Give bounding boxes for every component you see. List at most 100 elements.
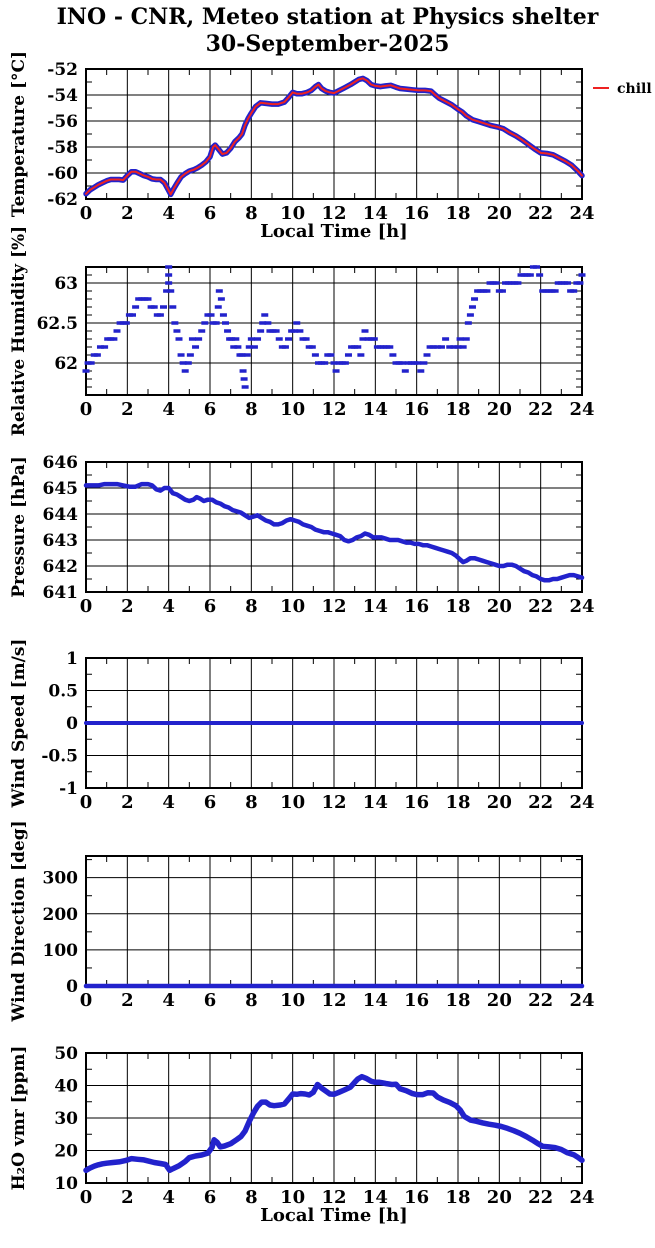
x-tick-label: 24 bbox=[569, 203, 594, 224]
y-tick-label: 300 bbox=[43, 869, 79, 889]
x-tick-label: 8 bbox=[245, 596, 258, 617]
series-h2o-vmr bbox=[83, 1073, 585, 1174]
x-tick-label: 10 bbox=[280, 596, 305, 617]
x-tick-label: 18 bbox=[445, 792, 470, 813]
x-tick-label: 20 bbox=[487, 792, 512, 813]
x-tick-label: 10 bbox=[280, 990, 305, 1011]
wind-direction-y-axis-label: Wind Direction [deg] bbox=[9, 820, 29, 1022]
x-tick-label: 8 bbox=[245, 203, 258, 224]
x-tick-label: 24 bbox=[569, 399, 594, 420]
y-tick-label: 20 bbox=[54, 1142, 78, 1162]
y-tick-label: 10 bbox=[54, 1174, 78, 1194]
x-tick-label: 10 bbox=[280, 203, 305, 224]
x-tick-label: 16 bbox=[404, 203, 429, 224]
y-tick-label: 63 bbox=[54, 274, 78, 294]
y-tick-label: 643 bbox=[43, 531, 79, 551]
grid-lines bbox=[86, 462, 582, 592]
legend-chill-label: chill bbox=[617, 81, 652, 97]
x-tick-label: 18 bbox=[445, 399, 470, 420]
x-tick-label: 2 bbox=[121, 792, 134, 813]
y-tick-label: 1 bbox=[66, 649, 78, 669]
y-tick-label: 50 bbox=[54, 1044, 78, 1064]
x-tick-label: 16 bbox=[404, 792, 429, 813]
x-tick-label: 10 bbox=[280, 1187, 305, 1208]
x-tick-label: 24 bbox=[569, 792, 594, 813]
x-tick-label: 24 bbox=[569, 990, 594, 1011]
x-tick-label: 18 bbox=[445, 203, 470, 224]
x-tick-label: 8 bbox=[245, 399, 258, 420]
x-tick-label: 14 bbox=[363, 596, 388, 617]
y-tick-label: 646 bbox=[43, 453, 79, 473]
x-tick-label: 22 bbox=[528, 1187, 553, 1208]
page-title: INO - CNR, Meteo station at Physics shel… bbox=[56, 4, 599, 30]
x-tick-label: 18 bbox=[445, 990, 470, 1011]
grid-lines bbox=[86, 267, 582, 395]
x-tick-label: 22 bbox=[528, 792, 553, 813]
y-tick-label: 62 bbox=[54, 354, 78, 374]
y-tick-label: 641 bbox=[43, 583, 79, 603]
y-tick-label: 0.5 bbox=[48, 682, 78, 702]
x-tick-label: 20 bbox=[487, 203, 512, 224]
x-tick-label: 14 bbox=[363, 990, 388, 1011]
x-tick-label: 0 bbox=[80, 596, 93, 617]
x-tick-label: 8 bbox=[245, 792, 258, 813]
x-tick-label: 6 bbox=[204, 596, 217, 617]
plot-border bbox=[85, 68, 583, 200]
y-tick-label: 642 bbox=[43, 557, 79, 577]
x-tick-label: 22 bbox=[528, 399, 553, 420]
x-tick-label: 18 bbox=[445, 1187, 470, 1208]
x-tick-label: 4 bbox=[162, 990, 175, 1011]
x-tick-label: 0 bbox=[80, 792, 93, 813]
x-tick-label: 2 bbox=[121, 399, 134, 420]
x-tick-label: 14 bbox=[363, 203, 388, 224]
y-tick-label: -54 bbox=[47, 86, 78, 106]
x-tick-label: 2 bbox=[121, 1187, 134, 1208]
x-tick-label: 2 bbox=[121, 596, 134, 617]
x-tick-label: 6 bbox=[204, 399, 217, 420]
x-tick-label: 0 bbox=[80, 990, 93, 1011]
x-tick-label: 10 bbox=[280, 399, 305, 420]
x-tick-label: 20 bbox=[487, 1187, 512, 1208]
plot-border bbox=[85, 1052, 583, 1184]
x-tick-label: 12 bbox=[321, 203, 346, 224]
y-tick-label: -1 bbox=[59, 779, 78, 799]
x-tick-label: 8 bbox=[245, 990, 258, 1011]
temperature-x-axis-label: Local Time [h] bbox=[260, 221, 408, 242]
h2o-vmr-x-axis-label: Local Time [h] bbox=[260, 1205, 408, 1226]
x-tick-label: 10 bbox=[280, 792, 305, 813]
temperature-chart: -52-54-56-58-60-620 2 4 6 8 10 12 14 16 18 20 22 24T… bbox=[9, 51, 652, 242]
x-tick-label: 0 bbox=[80, 1187, 93, 1208]
y-tick-label: 100 bbox=[43, 941, 79, 961]
x-tick-label: 24 bbox=[569, 596, 594, 617]
x-tick-label: 6 bbox=[204, 1187, 217, 1208]
y-tick-label: 30 bbox=[54, 1109, 78, 1129]
series-chill bbox=[85, 77, 583, 196]
x-tick-label: 12 bbox=[321, 792, 346, 813]
x-tick-label: 20 bbox=[487, 399, 512, 420]
x-tick-label: 0 bbox=[80, 203, 93, 224]
x-tick-label: 12 bbox=[321, 1187, 346, 1208]
x-tick-label: 16 bbox=[404, 399, 429, 420]
x-tick-label: 2 bbox=[121, 203, 134, 224]
y-tick-label: 0 bbox=[66, 977, 78, 997]
x-tick-label: 4 bbox=[162, 203, 175, 224]
y-tick-label: -0.5 bbox=[41, 747, 78, 767]
y-tick-label: 0 bbox=[66, 714, 78, 734]
y-tick-label: 644 bbox=[43, 505, 79, 525]
relative-humidity-y-axis-label: Relative Humidity [%] bbox=[9, 226, 29, 436]
grid-lines bbox=[86, 1053, 582, 1183]
x-tick-label: 14 bbox=[363, 792, 388, 813]
legend: chill bbox=[593, 81, 652, 97]
axis-labels: -52-54-56-58-60-620 2 4 6 8 10 12 14 16 18 20 22 24T… bbox=[9, 51, 595, 242]
x-tick-label: 12 bbox=[321, 399, 346, 420]
series-relative-humidity bbox=[82, 265, 586, 389]
x-tick-label: 12 bbox=[321, 990, 346, 1011]
y-tick-label: 645 bbox=[43, 479, 79, 499]
